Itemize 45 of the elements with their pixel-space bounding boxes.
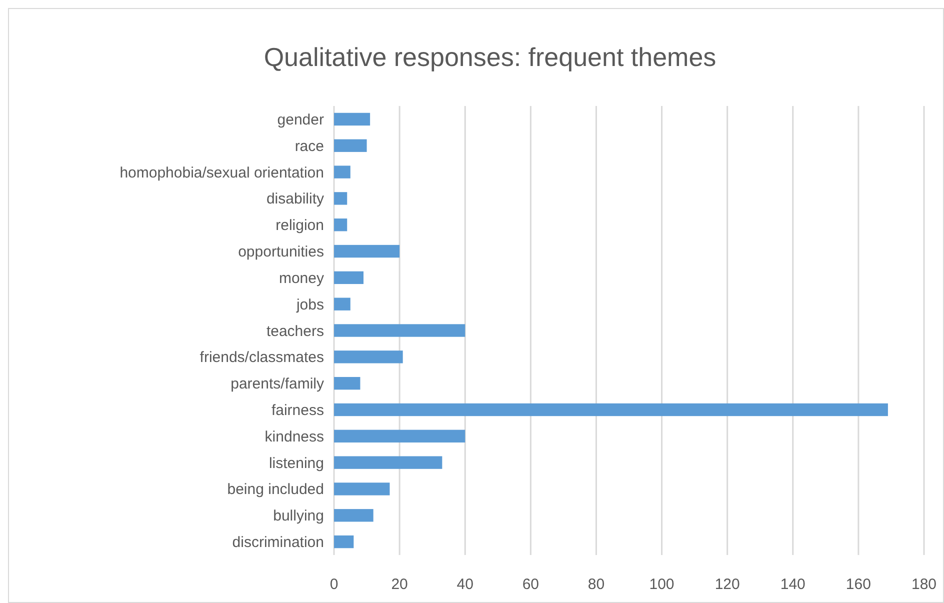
y-tick-label: kindness <box>264 428 324 446</box>
bar <box>334 271 364 284</box>
bar <box>334 482 390 496</box>
bar <box>334 139 367 152</box>
bar <box>334 509 374 522</box>
bar <box>334 166 350 178</box>
bar <box>334 218 348 232</box>
y-tick-label: gender <box>277 111 324 128</box>
y-tick-label: race <box>294 138 324 155</box>
x-tick-label: 100 <box>649 576 674 593</box>
bar <box>334 324 466 337</box>
y-tick-label: being included <box>227 481 324 498</box>
x-tick-label: 80 <box>588 576 605 593</box>
bar <box>334 456 442 469</box>
y-tick-label: parents/family <box>230 376 324 393</box>
x-tick-label: 40 <box>456 576 474 593</box>
y-tick-label: disability <box>266 190 324 208</box>
bar <box>334 430 466 442</box>
bar <box>334 298 350 310</box>
bar <box>334 244 400 258</box>
y-tick-label: jobs <box>295 296 324 314</box>
chart-title: Qualitative responses: frequent themes <box>264 42 716 72</box>
bar <box>334 350 403 364</box>
y-tick-label: friends/classmates <box>200 349 324 366</box>
y-tick-label: teachers <box>266 322 324 340</box>
y-tick-label: money <box>278 270 324 287</box>
x-tick-label: 180 <box>911 576 937 593</box>
bar <box>334 535 354 548</box>
bar <box>334 112 370 126</box>
y-tick-label: discrimination <box>232 534 324 552</box>
y-tick-label: listening <box>268 454 324 472</box>
y-tick-label: homophobia/sexual orientation <box>120 164 324 182</box>
y-tick-label: fairness <box>271 402 324 419</box>
bar <box>334 192 348 205</box>
x-tick-label: 120 <box>714 576 740 593</box>
y-tick-label: opportunities <box>238 244 324 261</box>
bar <box>334 403 888 416</box>
y-tick-label: religion <box>276 217 324 234</box>
x-tick-label: 0 <box>330 576 338 593</box>
y-tick-label: bullying <box>273 508 324 525</box>
x-tick-label: 140 <box>780 576 806 593</box>
x-tick-label: 20 <box>391 576 408 593</box>
bar <box>334 376 360 390</box>
x-tick-label: 60 <box>522 576 540 593</box>
x-tick-label: 160 <box>846 576 871 593</box>
